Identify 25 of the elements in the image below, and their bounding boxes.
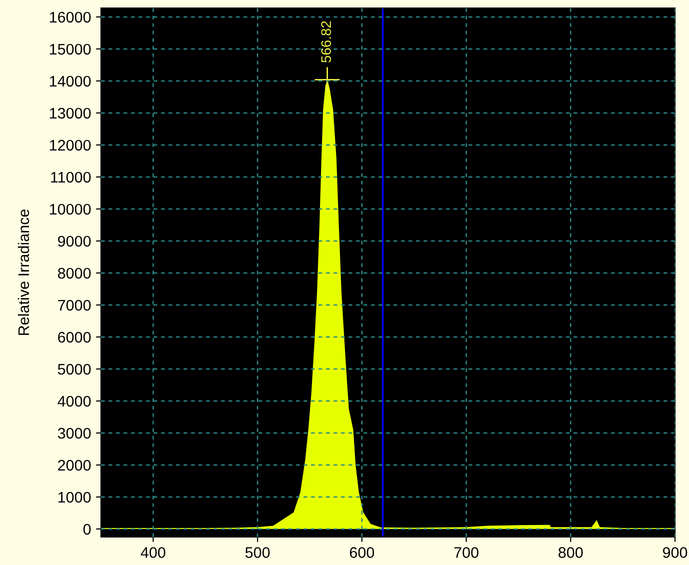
y-tick-label: 14000 <box>50 76 91 87</box>
y-tick-label: 3000 <box>58 428 91 439</box>
y-tick-label: 8000 <box>58 268 91 279</box>
y-tick-label: 10000 <box>50 204 91 215</box>
y-tick-label: 13000 <box>50 108 91 119</box>
y-tick-label: 9000 <box>58 236 91 247</box>
x-tick-label: 600 <box>350 547 374 558</box>
y-axis-title: Relative Irradiance <box>18 209 30 335</box>
y-tick-label: 6000 <box>58 332 91 343</box>
y-tick-label: 1000 <box>58 492 91 503</box>
annotation: 566.82 <box>321 21 332 62</box>
y-tick-label: 11000 <box>51 172 91 183</box>
x-tick-label: 800 <box>558 547 583 558</box>
y-tick-label: 5000 <box>58 364 91 375</box>
y-tick-label: 2000 <box>58 460 91 471</box>
y-tick-label: 0 <box>83 524 91 535</box>
x-tick-label: 500 <box>245 547 270 558</box>
x-tick-label: 400 <box>140 547 166 558</box>
y-tick-label: 12000 <box>50 140 91 151</box>
y-tick-label: 4000 <box>58 396 91 407</box>
x-tick-label: 700 <box>454 547 478 558</box>
y-tick-label: 7000 <box>58 300 91 311</box>
y-tick-label: 16000 <box>50 12 91 23</box>
x-tick-label: 900 <box>662 547 688 558</box>
y-tick-label: 15000 <box>50 44 91 55</box>
